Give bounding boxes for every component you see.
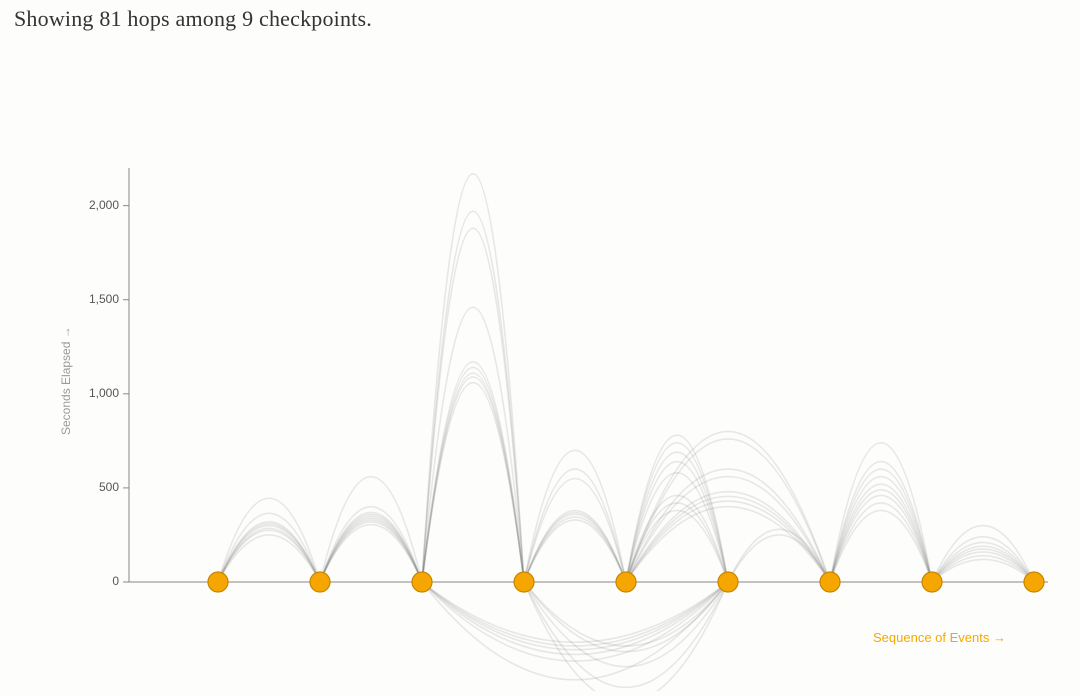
hop-arc	[320, 512, 422, 582]
checkpoint-node[interactable]	[616, 572, 636, 592]
hop-arc	[320, 525, 422, 582]
hop-arc	[320, 477, 422, 582]
hop-arc	[830, 443, 932, 582]
hop-arc	[626, 473, 728, 582]
hop-arc	[422, 582, 728, 654]
hop-arc	[524, 450, 626, 582]
hop-arc	[422, 582, 728, 650]
checkpoint-node[interactable]	[1024, 572, 1044, 592]
y-axis-label: Seconds Elapsed →	[59, 326, 73, 435]
y-tick-label: 0	[71, 574, 119, 588]
hop-arc	[524, 479, 626, 583]
hop-arc	[218, 535, 320, 582]
hop-arc	[728, 529, 830, 582]
hop-arc	[422, 582, 728, 642]
arc-chart-svg	[0, 0, 1080, 691]
hop-arc	[626, 469, 830, 582]
hop-arc	[524, 469, 626, 582]
checkpoint-node[interactable]	[514, 572, 534, 592]
hop-arc	[830, 477, 932, 582]
y-tick-label: 1,000	[71, 386, 119, 400]
hop-arc	[422, 174, 524, 582]
hop-arc	[422, 582, 728, 646]
arcs-group	[218, 174, 1034, 691]
hop-arc	[422, 383, 524, 582]
hop-arc	[422, 307, 524, 582]
hop-arc	[830, 462, 932, 582]
checkpoint-node[interactable]	[208, 572, 228, 592]
hop-arc	[626, 507, 830, 582]
arc-chart	[0, 0, 1080, 696]
y-tick-label: 1,500	[71, 292, 119, 306]
y-tick-label: 500	[71, 480, 119, 494]
hop-arc	[932, 526, 1034, 582]
hop-arc	[422, 211, 524, 582]
checkpoint-node[interactable]	[310, 572, 330, 592]
hop-arc	[218, 528, 320, 582]
y-tick-label: 2,000	[71, 198, 119, 212]
checkpoint-node[interactable]	[922, 572, 942, 592]
hop-arc	[422, 228, 524, 582]
hop-arc	[830, 503, 932, 582]
checkpoint-node[interactable]	[718, 572, 738, 592]
hop-arc	[218, 498, 320, 582]
hop-arc	[830, 484, 932, 582]
hop-arc	[524, 510, 626, 582]
checkpoint-node[interactable]	[820, 572, 840, 592]
hop-arc	[218, 524, 320, 582]
checkpoint-node[interactable]	[412, 572, 432, 592]
x-axis-label: Sequence of Events →	[873, 630, 1006, 645]
hop-arc	[218, 526, 320, 582]
hop-arc	[830, 469, 932, 582]
